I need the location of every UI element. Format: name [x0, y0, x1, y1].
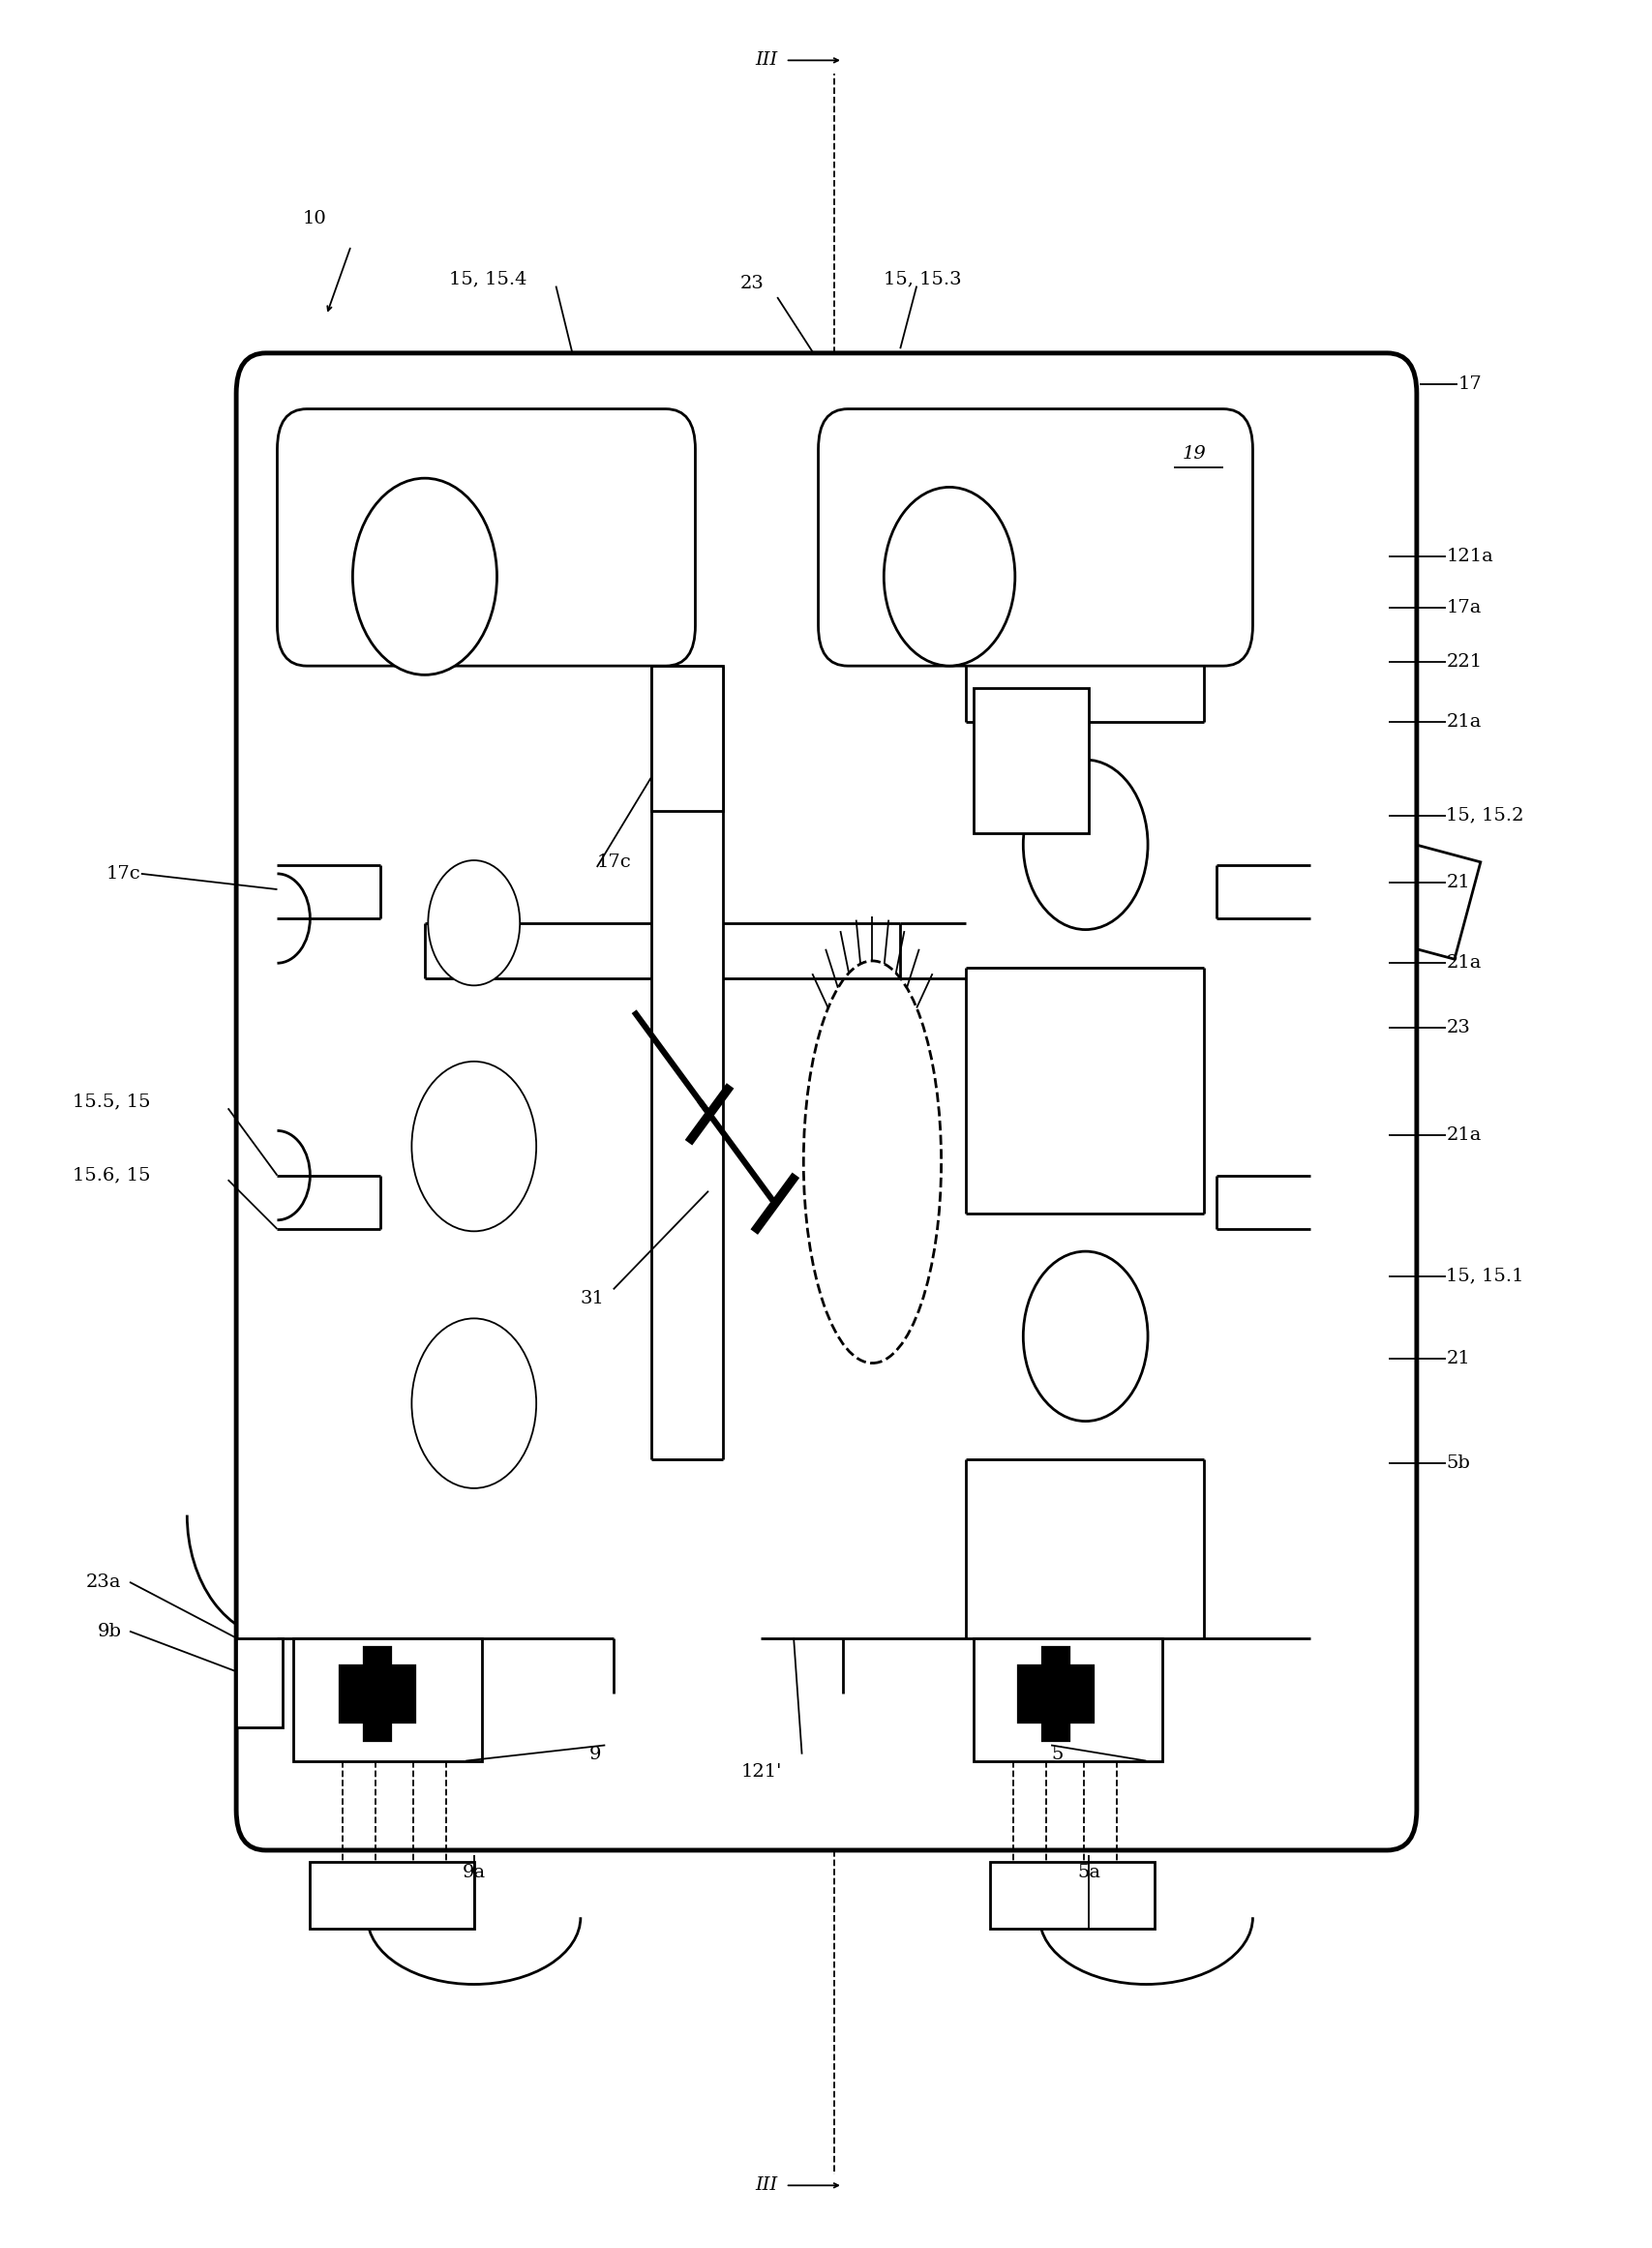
Text: 121a: 121a	[1446, 549, 1492, 564]
Bar	[1383, 843, 1480, 960]
Bar	[236, 1639, 282, 1726]
Text: 9b: 9b	[97, 1623, 121, 1641]
Bar	[1044, 1650, 1067, 1738]
Text: 17: 17	[1457, 375, 1480, 393]
Text: 5: 5	[1051, 1744, 1062, 1762]
Text: 9: 9	[588, 1744, 600, 1762]
Text: 5b: 5b	[1446, 1454, 1469, 1472]
Text: 21a: 21a	[1446, 955, 1480, 971]
Text: 23: 23	[738, 274, 763, 292]
Text: 121': 121'	[740, 1762, 781, 1780]
Circle shape	[428, 861, 520, 985]
Text: 23a: 23a	[86, 1574, 121, 1592]
Text: 21: 21	[1446, 1349, 1469, 1367]
Text: 17c: 17c	[596, 854, 631, 872]
Text: 10: 10	[302, 211, 325, 227]
Text: 15, 15.2: 15, 15.2	[1446, 807, 1523, 825]
Circle shape	[411, 1317, 535, 1488]
FancyBboxPatch shape	[236, 353, 1416, 1850]
Bar	[1019, 1668, 1092, 1720]
Text: 17a: 17a	[1446, 600, 1480, 616]
Bar	[340, 1668, 413, 1720]
Bar	[294, 1639, 482, 1760]
Bar	[973, 688, 1089, 834]
Bar	[973, 1639, 1161, 1760]
Text: 17c: 17c	[106, 865, 140, 883]
Text: 19: 19	[1181, 445, 1206, 463]
Text: 9a: 9a	[463, 1864, 486, 1882]
Text: 31: 31	[580, 1290, 605, 1306]
Bar	[651, 665, 724, 812]
Text: 15.6, 15: 15.6, 15	[73, 1167, 150, 1185]
Text: 5a: 5a	[1077, 1864, 1100, 1882]
Bar	[311, 1861, 474, 1929]
Text: 15, 15.4: 15, 15.4	[449, 270, 527, 288]
Circle shape	[884, 488, 1014, 665]
Text: 15.5, 15: 15.5, 15	[73, 1093, 150, 1111]
Bar	[881, 708, 978, 825]
Text: 15, 15.3: 15, 15.3	[884, 270, 961, 288]
Text: 21: 21	[1446, 874, 1469, 892]
Circle shape	[411, 1061, 535, 1232]
Circle shape	[1023, 1252, 1146, 1421]
Text: III: III	[755, 2176, 776, 2194]
FancyBboxPatch shape	[818, 409, 1252, 665]
Circle shape	[352, 479, 497, 674]
Text: 21a: 21a	[1446, 713, 1480, 731]
Text: 221: 221	[1446, 652, 1482, 670]
Text: 23: 23	[1446, 1018, 1469, 1036]
Text: 15, 15.1: 15, 15.1	[1446, 1268, 1523, 1284]
Circle shape	[1023, 760, 1146, 931]
Text: 21a: 21a	[1446, 1126, 1480, 1144]
FancyBboxPatch shape	[278, 409, 695, 665]
Bar	[990, 1861, 1153, 1929]
Text: III: III	[755, 52, 776, 70]
Bar	[365, 1650, 388, 1738]
